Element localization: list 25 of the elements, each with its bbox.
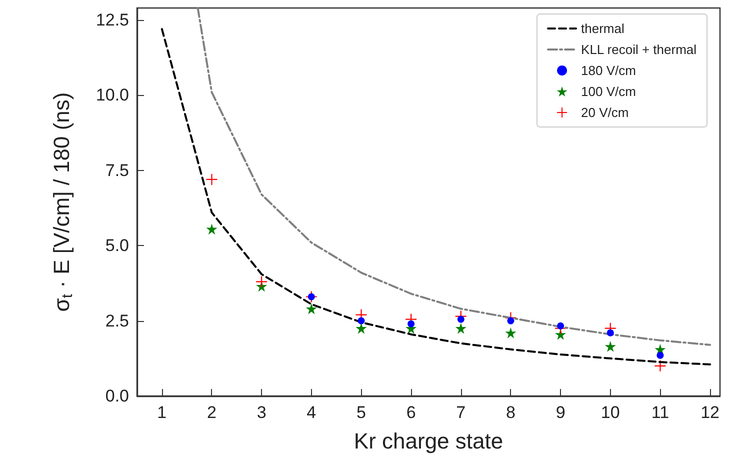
x-tick-label: 3 [256, 403, 266, 422]
x-tick-label: 6 [406, 403, 416, 422]
y-axis-title: σt · E [V/cm] / 180 (ns) [49, 92, 76, 312]
legend-label: KLL recoil + thermal [581, 42, 697, 57]
x-tick-label: 8 [506, 403, 516, 422]
y-tick-label: 2.5 [105, 311, 129, 330]
x-tick-label: 10 [600, 403, 620, 422]
x-tick-label: 7 [456, 403, 466, 422]
y-tick-label: 12.5 [96, 10, 129, 30]
x-tick-label: 12 [700, 403, 720, 422]
y-tick-label: 10.0 [96, 86, 129, 105]
legend-label: 180 V/cm [581, 63, 636, 78]
x-tick-label: 5 [356, 403, 366, 422]
legend-label: 100 V/cm [581, 84, 636, 99]
legend-label: thermal [581, 21, 624, 36]
legend-label: 20 V/cm [581, 105, 629, 120]
y-tick-label: 7.5 [105, 160, 129, 180]
x-tick-label: 2 [207, 403, 216, 422]
y-tick-label: 0.0 [105, 386, 129, 406]
x-tick-label: 9 [556, 403, 566, 422]
x-tick-label: 11 [651, 403, 670, 422]
x-axis-title: Kr charge state [354, 428, 504, 454]
x-tick-label: 1 [157, 403, 167, 422]
x-tick-label: 4 [306, 403, 316, 422]
y-tick-label: 5.0 [105, 236, 129, 256]
